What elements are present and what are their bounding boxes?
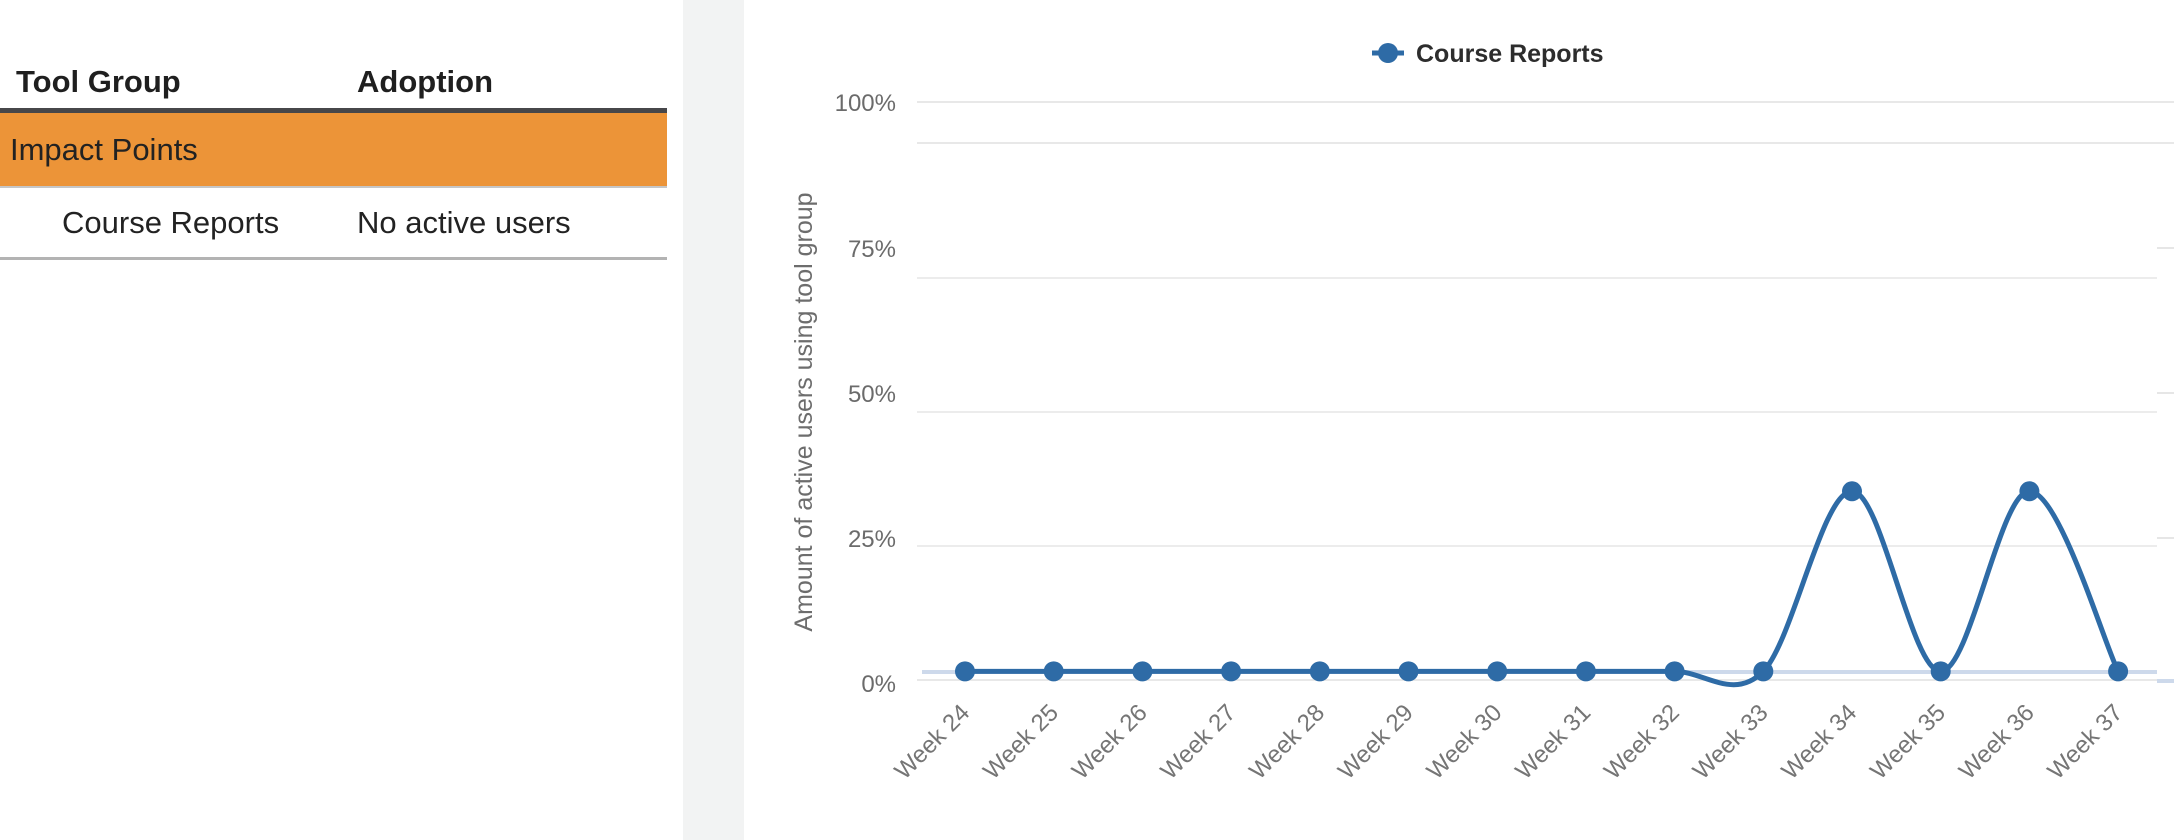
x-axis-label: Week 31 — [1510, 699, 1596, 785]
table-header-rule — [0, 108, 667, 113]
x-axis-label: Week 34 — [1776, 699, 1862, 785]
y-axis-label: 0% — [861, 671, 896, 698]
group-row-label: Impact Points — [10, 131, 198, 167]
series-line — [962, 488, 2121, 688]
y-axis-tick-labels: 100% 75% 50% 25% 0% — [835, 90, 896, 698]
x-axis-label: Week 37 — [2043, 699, 2129, 785]
data-point[interactable] — [1309, 661, 1330, 682]
data-point[interactable] — [2108, 661, 2129, 682]
data-point[interactable] — [1575, 661, 1596, 682]
x-axis-label: Week 25 — [978, 699, 1064, 785]
data-point[interactable] — [1930, 661, 1951, 682]
data-point[interactable] — [1753, 661, 1774, 682]
legend-item-course-reports[interactable]: Course Reports — [1372, 40, 1604, 68]
legend-marker-dot — [1378, 43, 1398, 63]
x-axis-label: Week 35 — [1865, 699, 1951, 785]
x-axis-label: Week 33 — [1688, 699, 1774, 785]
adoption-status-cell: No active users — [357, 205, 571, 240]
adoption-line-chart: Course Reports Amount of active users us… — [790, 40, 2174, 785]
table-row-course-reports[interactable]: Course Reports No active users — [0, 188, 667, 260]
data-point[interactable] — [1842, 481, 1862, 502]
table-group-row-impact-points[interactable]: Impact Points — [0, 113, 667, 188]
column-header-adoption: Adoption — [357, 64, 494, 99]
y-axis-label: 100% — [835, 90, 896, 117]
tool-name-cell: Course Reports — [62, 205, 280, 240]
panel-divider — [683, 0, 744, 840]
y-axis-label: 50% — [848, 381, 896, 408]
data-point[interactable] — [955, 661, 975, 682]
course-reports-series — [955, 481, 2129, 688]
data-point[interactable] — [1043, 661, 1064, 682]
x-axis-label: Week 27 — [1156, 699, 1242, 785]
x-axis-label: Week 28 — [1244, 699, 1330, 785]
y-axis-title: Amount of active users using tool group — [790, 192, 818, 631]
x-axis-label: Week 24 — [889, 699, 975, 785]
x-axis-label: Week 36 — [1954, 699, 2040, 785]
data-point[interactable] — [1664, 661, 1685, 682]
x-axis-label: Week 32 — [1599, 699, 1685, 785]
data-point[interactable] — [1132, 661, 1153, 682]
data-point[interactable] — [1398, 661, 1419, 682]
y-axis-label: 25% — [848, 526, 896, 553]
gridlines — [917, 101, 2174, 683]
data-point[interactable] — [1221, 661, 1242, 682]
tool-adoption-table: Tool Group Adoption Impact Points Course… — [0, 0, 682, 840]
x-axis-label: Week 26 — [1067, 699, 1153, 785]
data-point[interactable] — [2019, 481, 2040, 502]
column-header-tool-group: Tool Group — [16, 64, 181, 99]
x-axis-label: Week 29 — [1333, 699, 1419, 785]
data-point[interactable] — [1487, 661, 1508, 682]
x-axis-tick-labels: Week 24 Week 25 Week 26 Week 27 Week 28 Week … — [889, 699, 2128, 785]
y-axis-label: 75% — [848, 236, 896, 263]
legend-label: Course Reports — [1416, 40, 1604, 68]
x-axis-label: Week 30 — [1422, 699, 1508, 785]
